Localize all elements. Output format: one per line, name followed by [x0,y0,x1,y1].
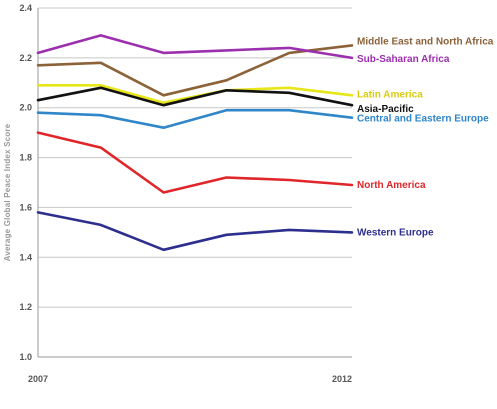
series-label: North America [357,180,426,191]
y-tick-label: 2.4 [19,3,32,13]
x-tick-label: 2007 [28,374,48,384]
y-tick-label: 2.0 [19,103,32,113]
series-label: Asia-Pacific [357,104,414,115]
series-line [36,211,354,252]
series-lines [36,34,354,252]
series-line [36,131,354,194]
series-label: Latin America [357,89,423,100]
y-tick-label: 1.0 [19,352,32,362]
x-tick-label: 2012 [332,374,352,384]
y-tick-labels: 1.0 1.2 1.4 1.6 1.8 2.0 2.2 2.4 [19,3,32,362]
series-label: Central and Eastern Europe [357,114,489,125]
series-line [36,86,354,107]
series-label: Sub-Saharan Africa [357,54,450,65]
y-tick-label: 1.8 [19,153,32,163]
y-tick-label: 1.2 [19,302,32,312]
gridlines [38,7,352,308]
series-label: Middle East and North Africa [357,36,494,47]
y-axis-label: Average Global Peace Index Score [3,123,12,261]
series-label: Western Europe [357,227,434,238]
series-line [36,108,354,129]
series-line [36,44,354,97]
y-tick-label: 2.2 [19,53,32,63]
y-tick-label: 1.6 [19,202,32,212]
x-tick-labels: 2007 2012 [28,374,352,384]
series-labels: Middle East and North Africa Sub-Saharan … [357,36,494,238]
series-line [36,34,354,60]
y-tick-label: 1.4 [19,252,32,262]
